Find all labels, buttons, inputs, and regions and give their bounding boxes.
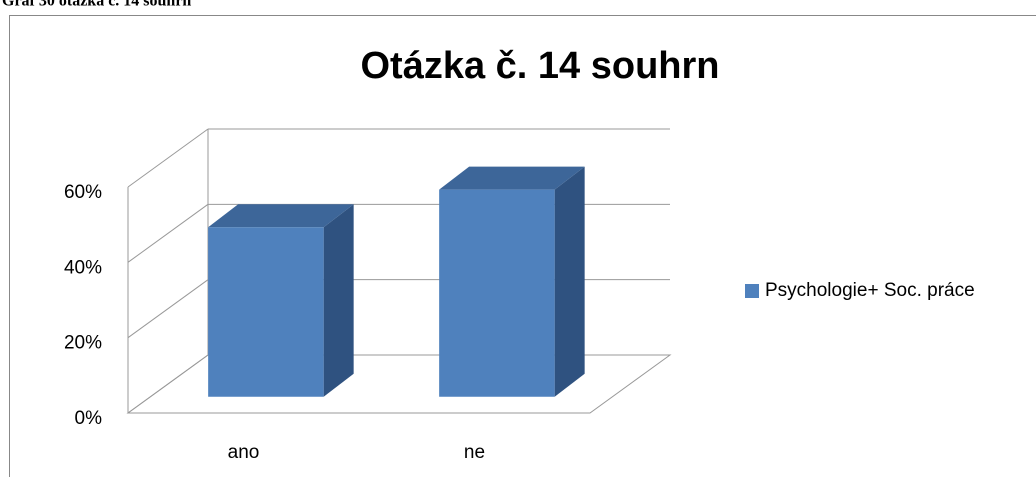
chart-title: Otázka č. 14 souhrn	[360, 45, 719, 87]
x-tick-label: ano	[228, 442, 260, 463]
x-tick-label: ne	[464, 442, 485, 463]
bar-side	[323, 204, 354, 397]
side-grid-line	[127, 203, 209, 263]
y-tick-label: 40%	[64, 257, 102, 278]
y-tick-label: 20%	[64, 333, 102, 354]
bar-front	[439, 189, 555, 397]
y-tick-label: 60%	[64, 182, 102, 203]
chart-border	[9, 15, 1036, 477]
y-tick-label: 0%	[75, 408, 103, 429]
side-grid-line	[127, 128, 209, 188]
bar	[439, 166, 585, 397]
legend-swatch	[745, 284, 759, 298]
caption: Graf 30 otázka č. 14 souhrn	[2, 0, 191, 10]
bar-top	[208, 204, 354, 228]
legend-label: Psychologie+ Soc. práce	[765, 280, 975, 301]
bar	[208, 204, 354, 397]
bar-front	[208, 227, 324, 397]
bar-side	[554, 166, 585, 397]
side-grid-line	[127, 279, 209, 339]
bar-top	[439, 166, 585, 190]
side-grid-line	[127, 354, 209, 414]
